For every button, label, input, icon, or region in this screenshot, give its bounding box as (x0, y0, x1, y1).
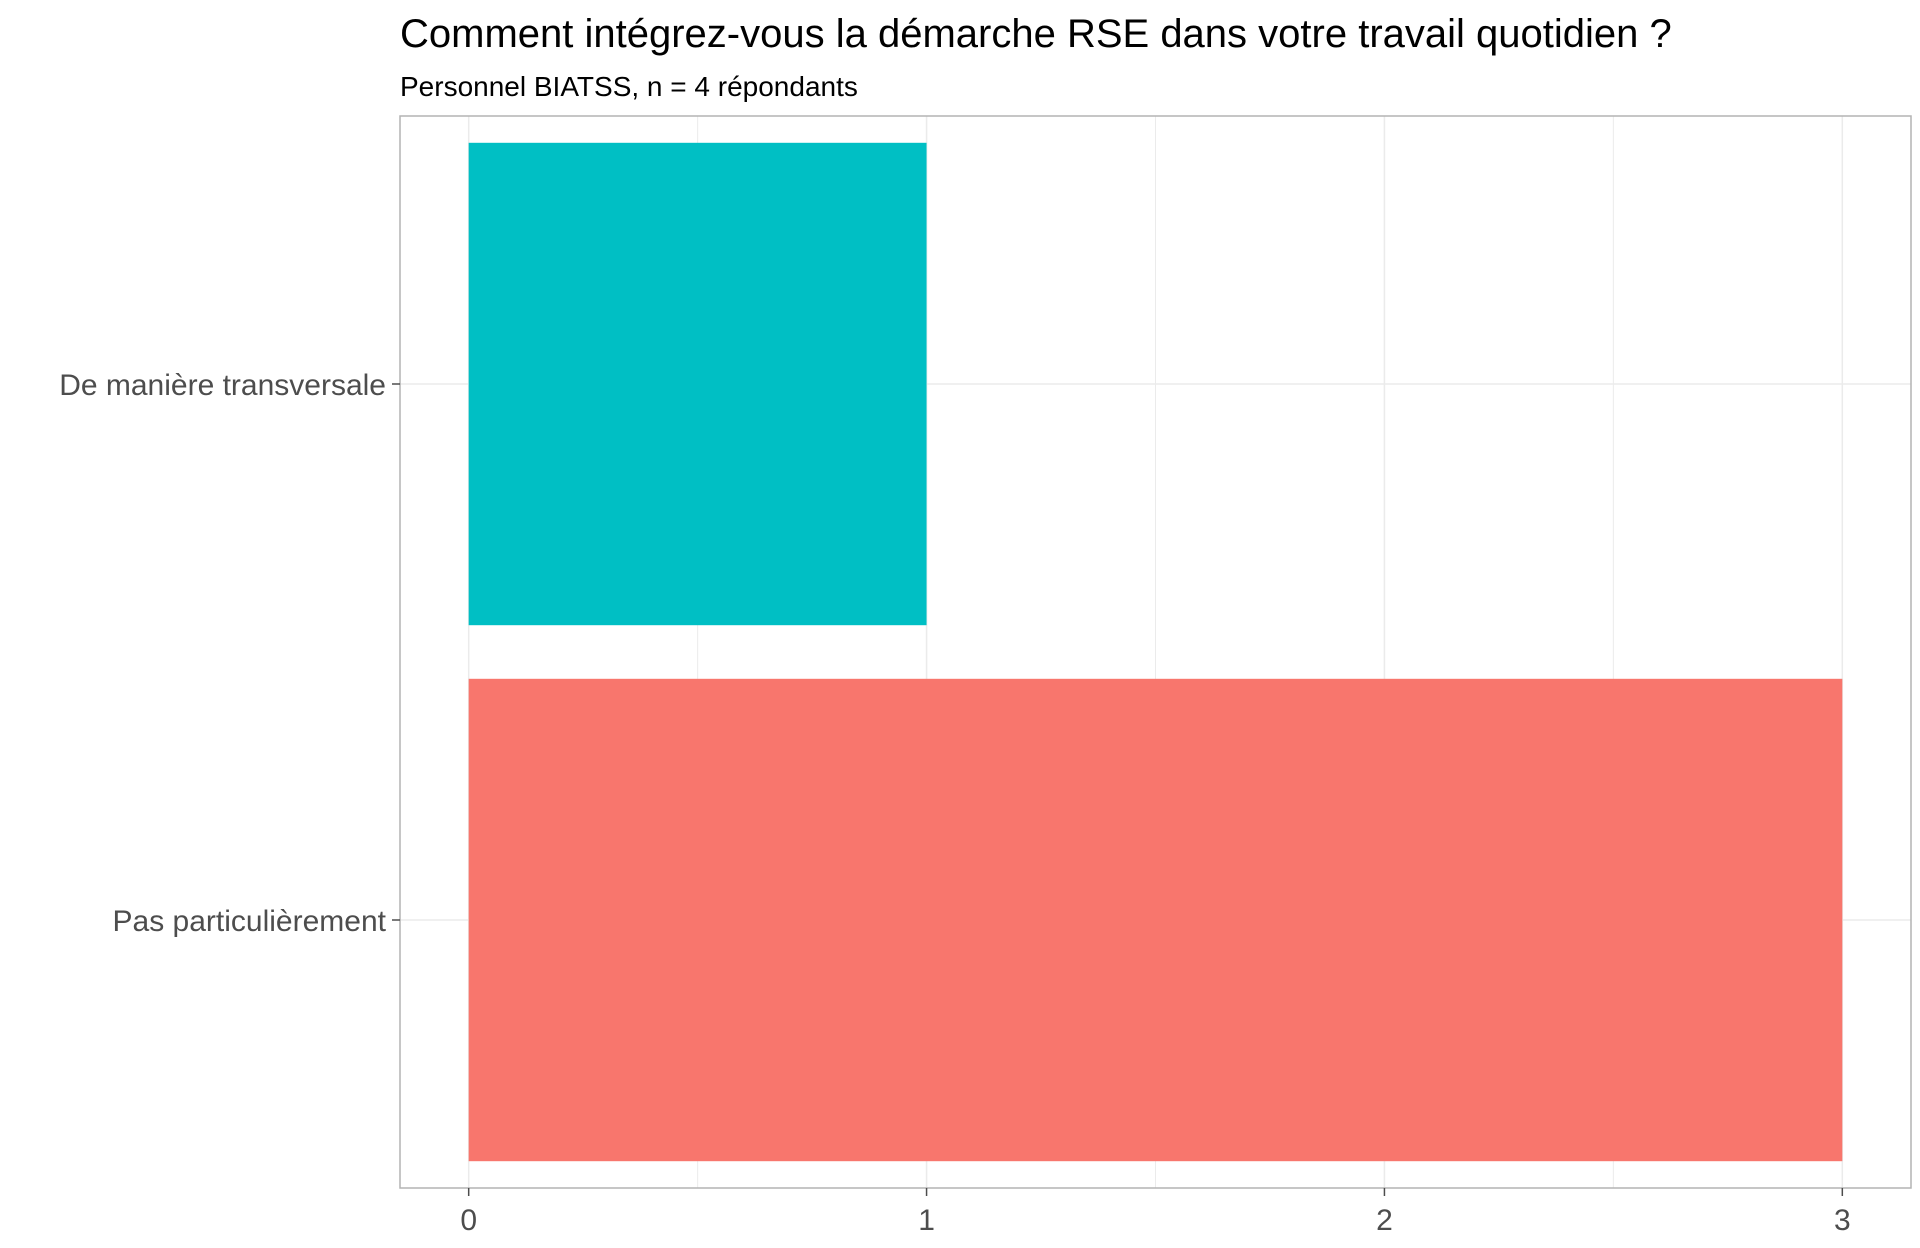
chart-subtitle: Personnel BIATSS, n = 4 répondants (400, 71, 858, 102)
x-tick-label: 1 (918, 1204, 935, 1237)
x-tick-label: 0 (460, 1204, 477, 1237)
bar-2 (468, 678, 1843, 1162)
x-tick-label: 3 (1834, 1204, 1851, 1237)
y-tick-label: De manière transversale (59, 369, 386, 402)
panel-border (399, 115, 1912, 1189)
y-tick-label: Pas particulièrement (113, 905, 387, 938)
bar-1 (468, 142, 927, 626)
chart-title: Comment intégrez-vous la démarche RSE da… (400, 12, 1672, 56)
x-tick-label: 2 (1376, 1204, 1393, 1237)
bars (468, 142, 1843, 1162)
axes: De manière transversale Pas particulièrem… (59, 369, 1850, 1237)
